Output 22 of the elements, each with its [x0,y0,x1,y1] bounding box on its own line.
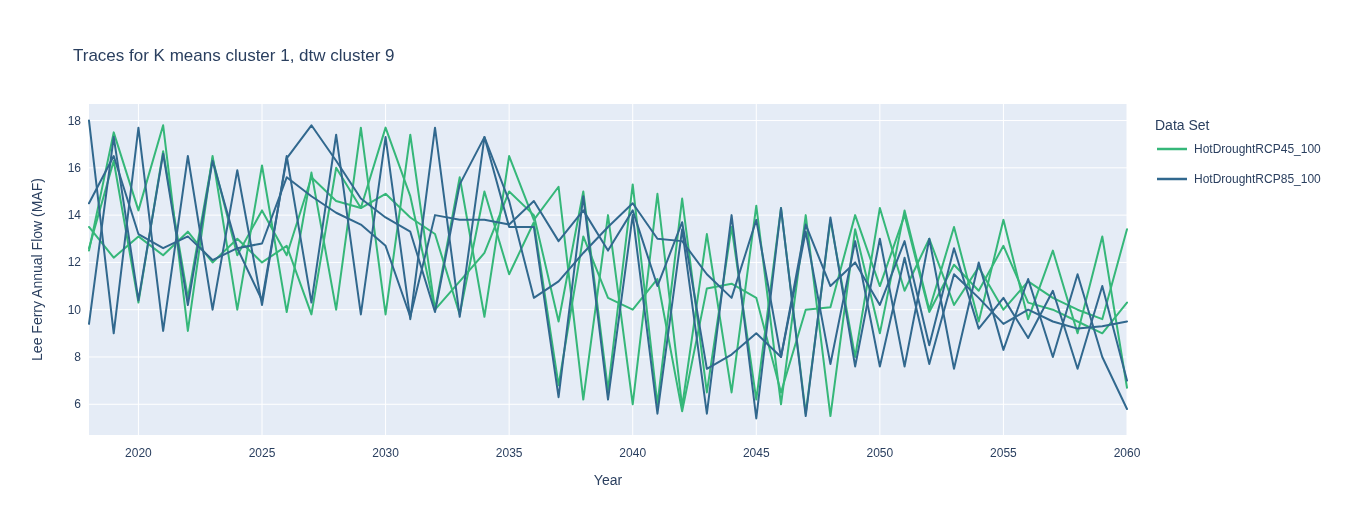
y-tick-label: 14 [67,208,82,223]
x-tick-label: 2045 [742,446,770,460]
x-tick-label: 2055 [990,446,1018,460]
chart-title: Traces for K means cluster 1, dtw cluster 9 [73,46,395,65]
x-tick-label: 2020 [125,446,153,460]
y-tick-label: 16 [67,160,82,175]
x-tick-label: 2050 [866,446,894,460]
x-tick-label: 2025 [248,446,276,460]
legend-title: Data Set [1155,117,1210,133]
y-axis-title: Lee Ferry Annual Flow (MAF) [29,178,45,361]
y-tick-label: 18 [67,113,82,128]
y-tick-label: 10 [67,302,82,317]
x-tick-label: 2035 [495,446,523,460]
legend-label: HotDroughtRCP85_100 [1194,172,1322,186]
x-tick-label: 2040 [619,446,647,460]
legend-label: HotDroughtRCP45_100 [1194,142,1322,156]
x-tick-label: 2060 [1113,446,1141,460]
y-tick-label: 12 [67,255,82,270]
y-tick-label: 6 [74,397,82,412]
y-tick-label: 8 [74,349,82,364]
x-axis-title: Year [593,472,623,488]
x-tick-label: 2030 [372,446,400,460]
